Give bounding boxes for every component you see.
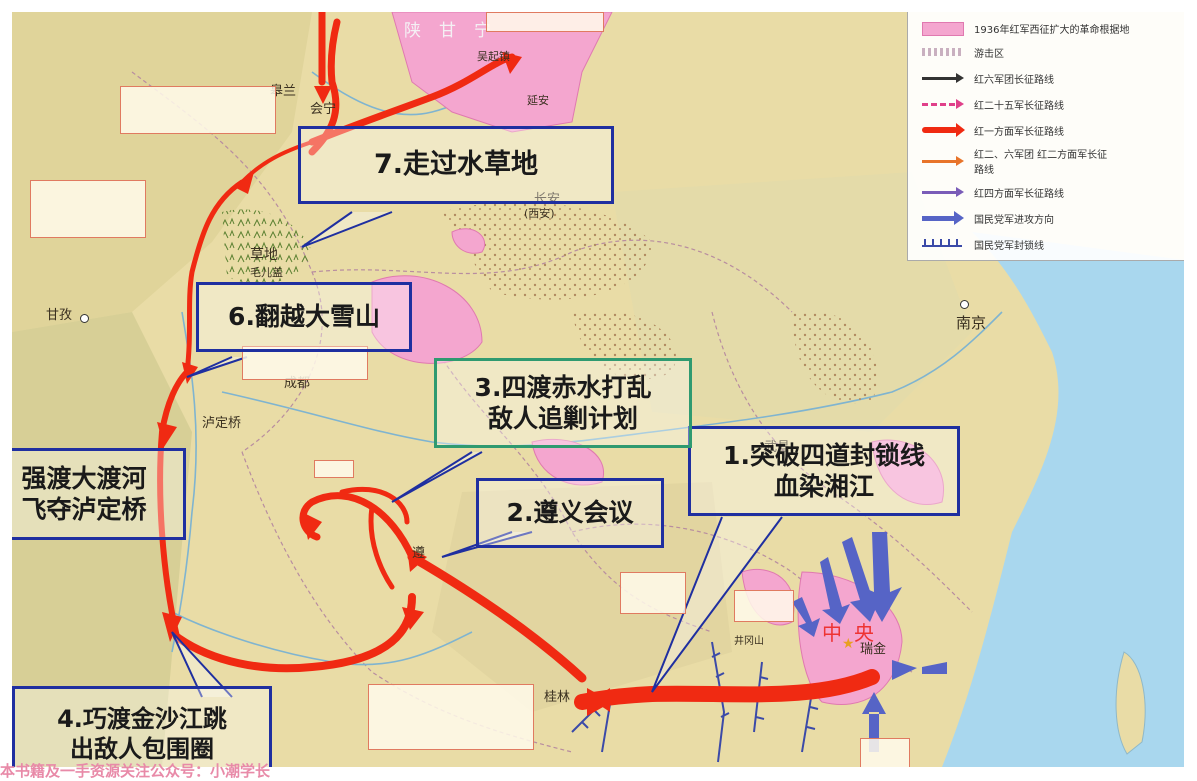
route-note-box — [368, 684, 534, 750]
route-note-box — [486, 12, 604, 32]
legend-label: 红二、六军团 红二方面军长征路线 — [974, 150, 1108, 176]
grassland-pattern — [222, 209, 312, 284]
place-huining: 会宁 — [310, 102, 337, 117]
callout-line: 7.走过水草地 — [373, 149, 539, 181]
place-shaanganning: 陕甘宁 — [404, 21, 509, 41]
legend-row: 1936年红军西征扩大的革命根据地 — [918, 18, 1129, 38]
route-6th-icon — [918, 70, 966, 86]
place-caodi: 草地 — [250, 247, 278, 263]
place-xian: (西安) — [524, 207, 555, 220]
callout-line: 出敌人包围圈 — [69, 735, 214, 763]
guerrilla-stipple — [442, 202, 878, 404]
place-maoergai: 毛儿盖 — [250, 266, 283, 279]
legend-label: 国民党军封锁线 — [974, 240, 1044, 252]
callout-line: 敌人追剿计划 — [487, 404, 638, 433]
route-note-box — [620, 572, 686, 614]
legend-label: 红二十五军长征路线 — [974, 100, 1064, 112]
legend-label: 游击区 — [974, 48, 1004, 60]
blockade-icon — [918, 236, 966, 252]
legend-label: 红四方面军长征路线 — [974, 188, 1064, 200]
place-wuqi: 吴起镇 — [477, 50, 510, 63]
route-note-box — [120, 86, 276, 134]
place-zhongyang: 中央 — [822, 621, 886, 645]
watermark-text: 本书籍及一手资源关注公众号：小潮学长 — [0, 762, 271, 780]
legend-row: 红一方面军长征路线 — [918, 120, 1064, 140]
route-2nd-icon — [918, 153, 966, 169]
callout-line: 4.巧渡金沙江跳 — [57, 705, 227, 733]
ganzi-city-dot — [80, 314, 89, 323]
legend-label: 红一方面军长征路线 — [974, 126, 1064, 138]
base-area-swatch — [918, 20, 966, 36]
callout-pointers — [171, 211, 783, 698]
route-25th-icon — [918, 96, 966, 112]
ruijin-star-icon: ★ — [842, 636, 855, 652]
route-4th-icon — [918, 184, 966, 200]
callout-line: 飞夺泸定桥 — [21, 495, 147, 524]
legend-label: 国民党军进攻方向 — [974, 214, 1054, 226]
route-note-box — [860, 738, 910, 767]
kmt-attack-arrows — [792, 532, 947, 752]
long-march-map: 陕甘宁 吴起镇 延安 皋兰 会宁 长安 (西安) 草地 毛儿盖 甘孜 成都 泸定… — [12, 12, 1184, 767]
legend-label: 1936年红军西征扩大的革命根据地 — [974, 24, 1130, 36]
callout-line: 强渡大渡河 — [21, 463, 147, 493]
legend-row: 国民党军封锁线 — [918, 234, 1044, 254]
place-nanjing: 南京 — [956, 314, 987, 332]
map-legend: 1936年红军西征扩大的革命根据地 游击区 红六军团长征路线 红二十五军长征路线… — [907, 12, 1184, 261]
place-zunyi: 遵 — [412, 546, 426, 561]
callout-chishui: 3.四渡赤水打乱 敌人追剿计划 — [434, 358, 692, 448]
callout-snow-mountain: 6.翻越大雪山 — [196, 282, 412, 352]
legend-row: 红二、六军团 红二方面军长征路线 — [918, 146, 1114, 176]
route-arrowheads — [157, 52, 612, 716]
legend-row: 红六军团长征路线 — [918, 68, 1054, 88]
kmt-attack-icon — [918, 210, 966, 226]
callout-jinshajiang: 4.巧渡金沙江跳 出敌人包围圈 — [12, 686, 272, 767]
guerrilla-swatch — [918, 44, 966, 60]
callout-grassland: 7.走过水草地 — [298, 126, 614, 204]
legend-row: 红二十五军长征路线 — [918, 94, 1064, 114]
route-note-box — [30, 180, 146, 238]
legend-label: 红六军团长征路线 — [974, 74, 1054, 86]
revolutionary-bases — [371, 12, 944, 705]
callout-line: 血染湘江 — [773, 472, 874, 501]
place-yanan: 延安 — [527, 94, 549, 107]
place-ruijin: 瑞金 — [860, 642, 887, 657]
place-lanzhou: 皋兰 — [270, 84, 297, 99]
route-note-box — [734, 590, 794, 622]
callout-daduhe: 强渡大渡河 飞夺泸定桥 — [12, 448, 186, 540]
callout-line: 2.遵义会议 — [506, 498, 634, 528]
legend-row: 国民党军进攻方向 — [918, 208, 1054, 228]
legend-row: 游击区 — [918, 42, 1004, 62]
legend-row: 红四方面军长征路线 — [918, 182, 1064, 202]
callout-line: 3.四渡赤水打乱 — [474, 372, 652, 402]
callout-xiangjiang: 1.突破四道封锁线 血染湘江 — [688, 426, 960, 516]
nanjing-city-dot — [960, 300, 969, 309]
callout-zunyi: 2.遵义会议 — [476, 478, 664, 548]
place-guilin: 桂林 — [544, 690, 571, 705]
route-note-box — [314, 460, 354, 478]
place-jinggang: 井冈山 — [734, 636, 764, 647]
taiwan-island — [1115, 651, 1146, 755]
place-ganzi: 甘孜 — [46, 308, 73, 323]
sea — [942, 232, 1184, 767]
route-1st-icon — [918, 122, 966, 138]
place-wuchang: 武昌 — [764, 440, 791, 455]
place-luding: 泸定桥 — [202, 416, 242, 431]
callout-line: 1.突破四道封锁线 — [723, 440, 925, 470]
callout-line: 6.翻越大雪山 — [228, 302, 380, 332]
